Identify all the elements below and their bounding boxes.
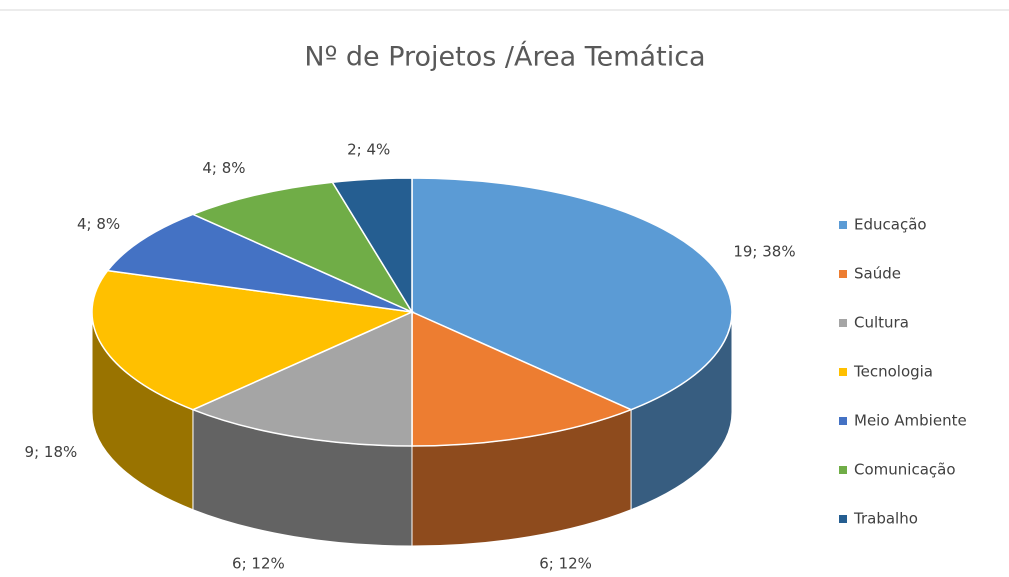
legend-swatch (839, 466, 847, 474)
slice (106, 213, 413, 313)
slice (411, 310, 633, 447)
legend-label: Meio Ambiente (854, 412, 967, 430)
slice (411, 177, 733, 411)
data-label: 4; 8% (77, 215, 120, 233)
legend-swatch (839, 270, 847, 278)
legend-swatch (839, 319, 847, 327)
legend-label: Educação (854, 216, 927, 234)
legend-label: Trabalho (853, 510, 918, 528)
legend-label: Cultura (854, 314, 909, 332)
slice (331, 177, 413, 315)
data-label: 4; 8% (202, 159, 245, 177)
slice (191, 181, 414, 314)
chart-title: Nº de Projetos /Área Temática (304, 41, 705, 73)
legend-swatch (839, 515, 847, 523)
data-label: 19; 38% (733, 242, 795, 260)
legend-swatch (839, 221, 847, 229)
legend-label: Tecnologia (853, 363, 933, 381)
legend-swatch (839, 417, 847, 425)
data-label: 6; 12% (539, 554, 592, 572)
data-label: 2; 4% (347, 140, 390, 158)
legend-label: Saúde (854, 265, 901, 283)
slice (191, 310, 413, 447)
legend-swatch (839, 368, 847, 376)
data-label: 9; 18% (25, 443, 78, 461)
data-label: 6; 12% (232, 554, 285, 572)
slice (91, 269, 415, 411)
legend-label: Comunicação (854, 461, 956, 479)
